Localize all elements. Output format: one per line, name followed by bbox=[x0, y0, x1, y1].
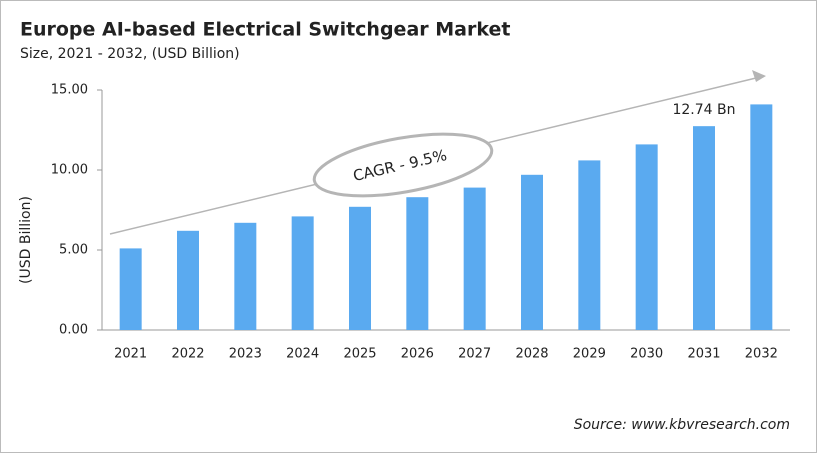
bar bbox=[119, 248, 142, 330]
x-tick-label: 2022 bbox=[171, 347, 204, 362]
source: Source: www.kbvresearch.com bbox=[574, 417, 790, 433]
x-tick-label: 2024 bbox=[286, 347, 319, 362]
bar bbox=[635, 144, 658, 330]
plot: 0.00 5.00 10.00 15.00 2021 2022 2023 2024 2025 20… bbox=[51, 83, 790, 362]
bar bbox=[349, 206, 371, 330]
y-tick-label: 10.00 bbox=[51, 163, 88, 178]
bar bbox=[291, 216, 314, 330]
x-tick-label: 2025 bbox=[343, 347, 376, 362]
x-tick-label: 2032 bbox=[745, 347, 778, 362]
y-tick-label: 5.00 bbox=[59, 243, 88, 258]
x-tick-label: 2028 bbox=[515, 347, 548, 362]
arrow-head bbox=[752, 70, 766, 82]
bar bbox=[177, 230, 199, 330]
cagr-ellipse bbox=[312, 132, 494, 198]
bar bbox=[234, 222, 257, 330]
x-tick-label: 2029 bbox=[573, 347, 606, 362]
chart-title: Europe AI-based Electrical Switchgear Ma… bbox=[20, 19, 510, 41]
bar bbox=[750, 104, 773, 331]
bar bbox=[521, 174, 543, 330]
chart-subtitle: Size, 2021 - 2032, (USD Billion) bbox=[20, 46, 240, 62]
x-tick-label: 2026 bbox=[401, 347, 434, 362]
bar bbox=[406, 197, 429, 330]
data-label: 12.74 Bn bbox=[672, 102, 735, 118]
x-tick-label: 2021 bbox=[114, 347, 147, 362]
bar bbox=[693, 126, 715, 330]
y-tick-label: 0.00 bbox=[59, 323, 88, 338]
bar bbox=[463, 187, 486, 330]
bar bbox=[578, 160, 601, 330]
x-tick-label: 2023 bbox=[229, 347, 262, 362]
y-axis-label: (USD Billion) bbox=[18, 196, 34, 284]
x-tick-label: 2027 bbox=[458, 347, 491, 362]
x-tick-label: 2031 bbox=[687, 347, 720, 362]
x-tick-label: 2030 bbox=[630, 347, 663, 362]
y-tick-label: 15.00 bbox=[51, 83, 88, 98]
